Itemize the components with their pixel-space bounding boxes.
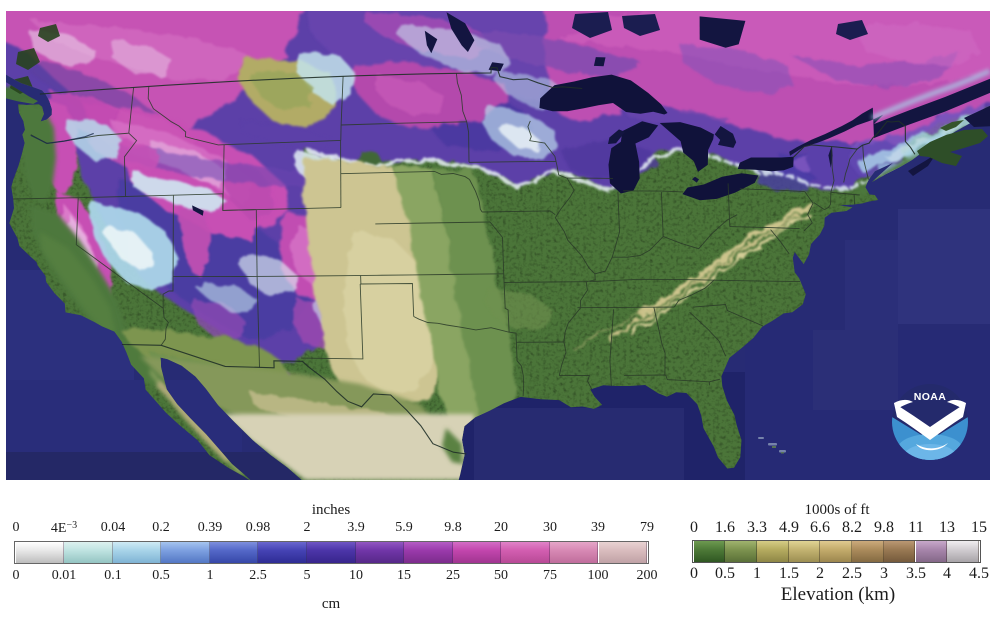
svg-text:NOAA: NOAA [914, 391, 947, 403]
